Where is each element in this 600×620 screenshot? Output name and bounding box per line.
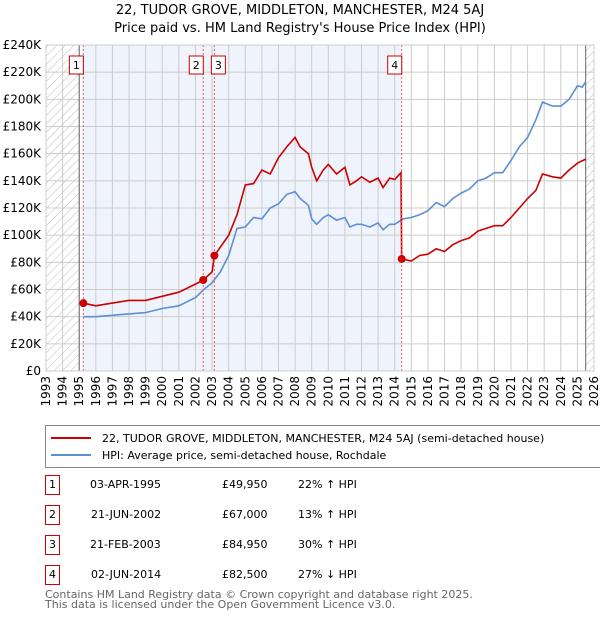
y-tick-label: £40K: [10, 310, 42, 324]
y-tick-label: £240K: [3, 38, 43, 52]
y-tick-label: £80K: [10, 255, 42, 269]
x-tick-label: 1994: [56, 376, 70, 407]
sale-price: £82,500: [222, 568, 268, 581]
chart-title: 22, TUDOR GROVE, MIDDLETON, MANCHESTER, …: [0, 2, 600, 38]
sale-marker: 2: [45, 505, 60, 525]
sale-hpi: 27% ↓ HPI: [298, 568, 357, 581]
x-tick-label: 1997: [105, 376, 119, 407]
x-tick-label: 2022: [521, 376, 535, 407]
sale-point: [79, 299, 88, 308]
x-tick-label: 2014: [388, 376, 402, 407]
sale-label: 2: [193, 59, 200, 72]
sale-label: 1: [73, 59, 80, 72]
sale-label-box: [210, 55, 226, 75]
sale-price: £84,950: [222, 538, 268, 551]
x-tick-label: 2026: [587, 376, 600, 407]
sale-hpi: 22% ↑ HPI: [298, 478, 357, 491]
footer-line: This data is licensed under the Open Gov…: [45, 598, 396, 611]
x-tick-label: 2009: [305, 376, 319, 407]
y-tick-label: £200K: [3, 92, 43, 106]
x-tick-label: 2019: [471, 376, 485, 407]
sale-point: [210, 251, 219, 260]
x-tick-label: 2013: [371, 376, 385, 407]
x-tick-label: 2010: [321, 376, 335, 407]
sale-marker: 4: [45, 565, 60, 585]
x-tick-label: 2001: [172, 376, 186, 407]
sale-label: 4: [391, 59, 398, 72]
x-tick-label: 2021: [504, 376, 518, 407]
x-tick-label: 1995: [72, 376, 86, 407]
y-tick-label: £20K: [10, 337, 42, 351]
y-tick-label: £220K: [3, 65, 43, 79]
y-tick-label: £100K: [3, 228, 43, 242]
sale-date: 02-JUN-2014: [91, 568, 162, 581]
x-tick-label: 2007: [271, 376, 285, 407]
y-tick-label: £0: [26, 364, 41, 378]
x-tick-label: 1999: [139, 376, 153, 407]
subtitle: Price paid vs. HM Land Registry's House …: [114, 21, 486, 36]
y-tick-label: £180K: [3, 120, 43, 134]
sale-hpi: 30% ↑ HPI: [298, 538, 357, 551]
x-tick-label: 2016: [421, 376, 435, 407]
x-tick-label: 2018: [454, 376, 468, 407]
legend-item-property: 22, TUDOR GROVE, MIDDLETON, MANCHESTER, …: [46, 430, 544, 446]
hpi-line: [83, 81, 587, 318]
sale-marker: 3: [45, 535, 60, 555]
sale-label-box: [188, 55, 204, 75]
x-tick-label: 2003: [205, 376, 219, 407]
y-tick-label: £120K: [3, 201, 43, 215]
footer-line: Contains HM Land Registry data © Crown c…: [45, 588, 473, 601]
x-tick-label: 2024: [554, 376, 568, 407]
x-tick-label: 2012: [355, 376, 369, 407]
x-tick-label: 2020: [487, 376, 501, 407]
x-tick-label: 2025: [570, 376, 584, 407]
x-tick-label: 2006: [255, 376, 269, 407]
x-tick-label: 2000: [155, 376, 169, 407]
title: 22, TUDOR GROVE, MIDDLETON, MANCHESTER, …: [115, 3, 485, 18]
sale-label: 3: [215, 59, 222, 72]
legend-label: HPI: Average price, semi-detached house,…: [102, 448, 387, 462]
sale-price: £49,950: [222, 478, 268, 491]
sale-price: £67,000: [222, 508, 268, 521]
legend-label: 22, TUDOR GROVE, MIDDLETON, MANCHESTER, …: [102, 431, 545, 445]
sale-date: 21-JUN-2002: [91, 508, 162, 521]
x-tick-label: 2002: [188, 376, 202, 407]
x-tick-label: 2008: [288, 376, 302, 407]
x-tick-label: 1993: [39, 376, 53, 407]
y-tick-label: £140K: [3, 174, 43, 188]
legend-item-hpi: HPI: Average price, semi-detached house,…: [46, 447, 386, 463]
x-tick-label: 1998: [122, 376, 136, 407]
legend: 22, TUDOR GROVE, MIDDLETON, MANCHESTER, …: [45, 425, 600, 468]
sale-point: [397, 254, 406, 263]
sale-label-box: [68, 55, 84, 75]
x-tick-label: 2004: [222, 376, 236, 407]
sale-label-box: [387, 55, 403, 75]
x-tick-label: 2005: [238, 376, 252, 407]
x-tick-label: 2017: [438, 376, 452, 407]
y-tick-label: £60K: [10, 283, 42, 297]
x-tick-label: 1996: [89, 376, 103, 407]
sale-date: 03-APR-1995: [90, 478, 162, 491]
x-tick-label: 2015: [404, 376, 418, 407]
price-chart: £0 £20K £40K £60K £80K £100K £120K £140K £160K £1…: [3, 38, 600, 407]
plot-frame: [45, 44, 595, 372]
x-tick-label: 2023: [537, 376, 551, 407]
footer: Contains HM Land Registry data © Crown c…: [45, 588, 473, 611]
y-tick-label: £160K: [3, 147, 43, 161]
x-tick-label: 2011: [338, 376, 352, 407]
sale-marker: 1: [45, 475, 60, 495]
sale-point: [199, 275, 208, 284]
sale-hpi: 13% ↑ HPI: [298, 508, 357, 521]
sale-date: 21-FEB-2003: [90, 538, 161, 551]
